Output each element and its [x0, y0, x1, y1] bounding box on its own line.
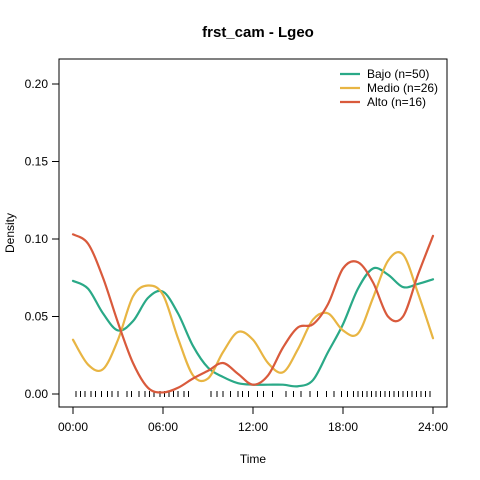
legend-label: Medio (n=26) [367, 81, 438, 95]
y-tick-label: 0.10 [25, 232, 49, 246]
y-tick-label: 0.20 [25, 77, 49, 91]
x-axis-label: Time [240, 452, 267, 466]
x-tick-label: 06:00 [148, 420, 178, 434]
legend-label: Bajo (n=50) [367, 67, 429, 81]
y-tick-label: 0.00 [25, 387, 49, 401]
rug-marks [75, 391, 431, 397]
x-tick-label: 12:00 [238, 420, 268, 434]
series-line-medio [71, 251, 435, 383]
x-axis: 00:00 06:00 12:00 18:00 24:00 [58, 406, 448, 434]
x-tick-label: 24:00 [418, 420, 448, 434]
y-tick-label: 0.15 [25, 155, 49, 169]
plot-frame [58, 58, 448, 408]
series-line-alto [71, 233, 435, 394]
x-tick-label: 18:00 [328, 420, 358, 434]
y-axis: 0.00 0.05 0.10 0.15 0.20 [25, 77, 60, 401]
legend-label: Alto (n=16) [367, 95, 426, 109]
y-axis-label: Density [3, 213, 17, 253]
y-tick-label: 0.05 [25, 310, 49, 324]
legend: Bajo (n=50)Medio (n=26)Alto (n=16) [340, 67, 438, 109]
x-tick-label: 00:00 [58, 420, 88, 434]
series-lines [71, 233, 435, 394]
chart-title: frst_cam - Lgeo [202, 24, 314, 41]
series-line-bajo [71, 266, 435, 388]
